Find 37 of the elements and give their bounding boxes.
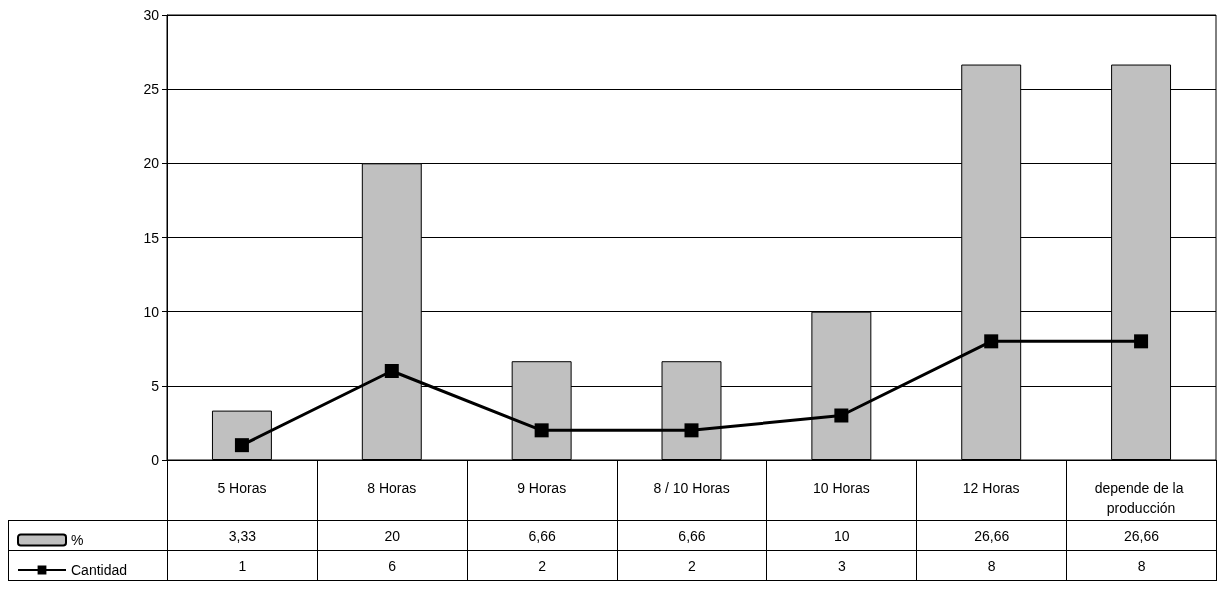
y-tick-label: 0: [151, 452, 160, 468]
data-label: 6: [316, 550, 468, 581]
data-label: 8: [916, 550, 1068, 581]
x-tick-label: 10 Horas: [812, 480, 870, 496]
x-tick-label: 12 Horas: [962, 480, 1020, 496]
data-label: 2: [616, 550, 768, 581]
data-label: 20: [316, 520, 468, 551]
x-tick-label: 5 Horas: [217, 480, 267, 496]
y-tick-label: 20: [143, 155, 160, 172]
data-label: 3: [766, 550, 918, 581]
legend-label: Cantidad: [71, 562, 128, 578]
data-label: 8: [1066, 550, 1217, 581]
y-tick-label: 5: [151, 377, 160, 394]
point: [234, 438, 249, 453]
y-tick-label: 15: [143, 229, 160, 246]
y-tick-label: 25: [143, 81, 160, 98]
data-label: 6,66: [466, 520, 618, 551]
data-label: 1: [167, 550, 318, 581]
data-label: 26,66: [1066, 520, 1217, 551]
point: [834, 408, 849, 423]
point: [534, 423, 549, 438]
data-label: 3,33: [167, 520, 318, 551]
legend-label: %: [71, 532, 84, 548]
x-tick-label: depende de la producción: [1094, 480, 1188, 516]
point: [984, 334, 999, 349]
data-label: 10: [766, 520, 918, 551]
data-label: 26,66: [916, 520, 1068, 551]
y-tick-label: 10: [143, 303, 160, 320]
data-label: 2: [466, 550, 618, 581]
point: [384, 364, 399, 378]
data-label: 6,66: [616, 520, 768, 551]
x-tick-label: 8 Horas: [367, 480, 417, 496]
point: [684, 423, 699, 438]
point: [1134, 334, 1149, 349]
y-tick-label: 30: [143, 7, 160, 23]
x-tick-label: 8 / 10 Horas: [653, 480, 730, 496]
x-tick-label: 9 Horas: [517, 480, 567, 496]
